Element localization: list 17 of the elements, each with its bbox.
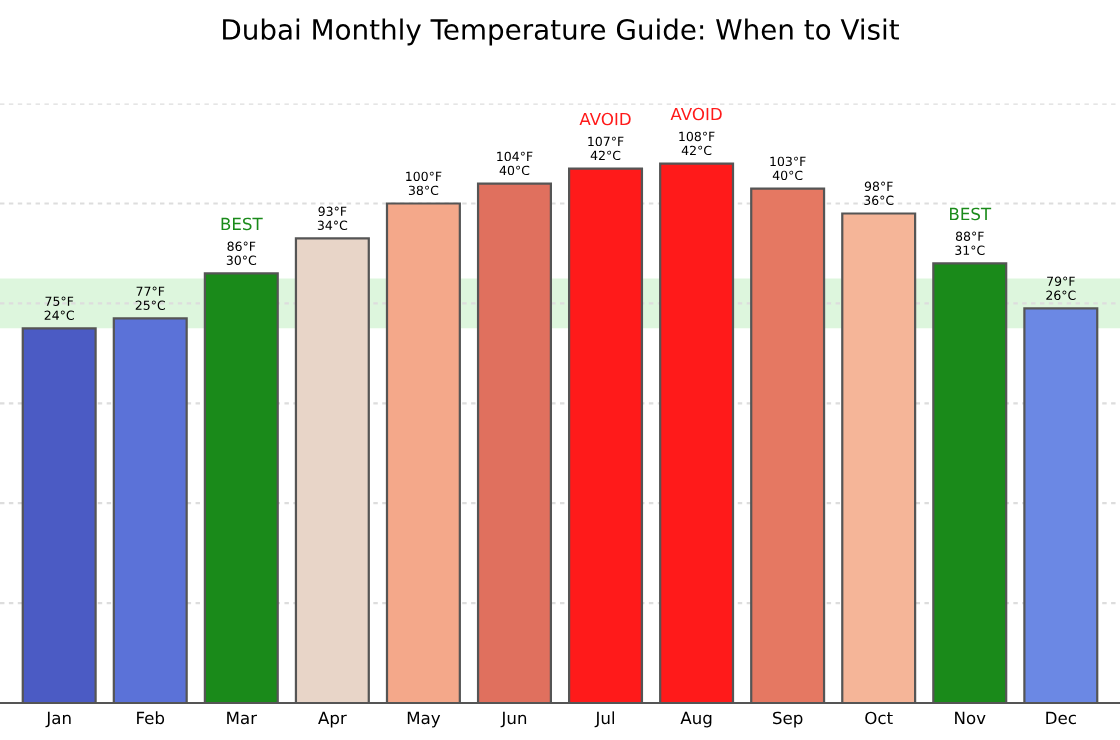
chart-title: Dubai Monthly Temperature Guide: When to Visit bbox=[223, 18, 899, 46]
x-tick-label: Aug bbox=[680, 711, 712, 728]
x-tick-label: Nov bbox=[955, 711, 986, 725]
x-tick-label: Apr bbox=[318, 711, 347, 728]
x-tick-label: Mar bbox=[227, 711, 258, 725]
annotation: BEST bbox=[221, 217, 263, 231]
annotation: AVOID bbox=[579, 112, 631, 126]
x-tick-label: Jan bbox=[45, 711, 71, 728]
x-tick-label: Oct bbox=[865, 711, 893, 725]
x-tick-label: Jul bbox=[594, 711, 615, 728]
x-tick-label: May bbox=[407, 711, 441, 728]
x-tick-label: Feb bbox=[137, 711, 165, 725]
x-tick-label: Dec bbox=[1046, 711, 1076, 725]
x-tick-label: Jun bbox=[500, 711, 527, 728]
annotation: AVOID bbox=[670, 107, 722, 121]
x-tick-label: Sep bbox=[773, 711, 803, 728]
annotation: BEST bbox=[950, 207, 992, 221]
